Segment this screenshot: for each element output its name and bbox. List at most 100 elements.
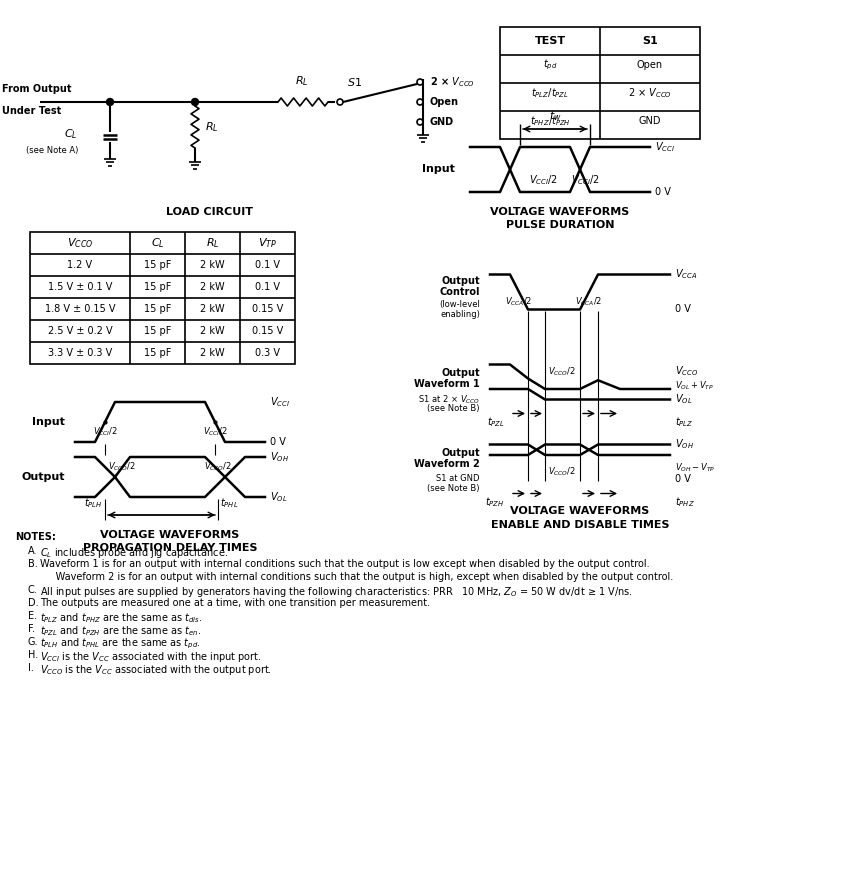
Text: 15 pF: 15 pF	[144, 304, 171, 314]
Text: $t_{pd}$: $t_{pd}$	[543, 58, 557, 72]
Text: $V_{TP}$: $V_{TP}$	[258, 236, 277, 250]
Text: $t_{PZL}$ and $t_{PZH}$ are the same as $t_{en}$.: $t_{PZL}$ and $t_{PZH}$ are the same as …	[40, 624, 201, 637]
Text: $V_{CCO}/2$: $V_{CCO}/2$	[108, 460, 136, 473]
Text: $V_{CCO}$ is the $V_{CC}$ associated with the output port.: $V_{CCO}$ is the $V_{CC}$ associated wit…	[40, 663, 272, 677]
Text: 15 pF: 15 pF	[144, 260, 171, 270]
Text: $V_{OH}$: $V_{OH}$	[675, 438, 694, 452]
Text: D.: D.	[28, 598, 39, 608]
Text: $C_L$ includes probe and jig capacitance.: $C_L$ includes probe and jig capacitance…	[40, 546, 228, 560]
Text: Control: Control	[439, 287, 480, 297]
Text: $R_L$: $R_L$	[205, 236, 219, 250]
Text: A.: A.	[28, 546, 38, 556]
Text: $V_{OH}$: $V_{OH}$	[270, 450, 289, 464]
Text: $V_{OL}$: $V_{OL}$	[675, 392, 693, 406]
Text: Open: Open	[637, 60, 663, 70]
Text: $V_{CCI}/2$: $V_{CCI}/2$	[203, 425, 228, 438]
Text: I.: I.	[28, 663, 34, 673]
Text: 2 kW: 2 kW	[200, 260, 225, 270]
Text: $t_{PLZ}$ and $t_{PHZ}$ are the same as $t_{dis}$.: $t_{PLZ}$ and $t_{PHZ}$ are the same as …	[40, 611, 202, 625]
Text: Output: Output	[442, 448, 480, 458]
Text: PROPAGATION DELAY TIMES: PROPAGATION DELAY TIMES	[83, 543, 258, 553]
Text: $V_{CCO}/2$: $V_{CCO}/2$	[548, 365, 576, 378]
Text: 15 pF: 15 pF	[144, 282, 171, 292]
Text: All input pulses are supplied by generators having the following characteristics: All input pulses are supplied by generat…	[40, 585, 633, 599]
Text: VOLTAGE WAVEFORMS: VOLTAGE WAVEFORMS	[510, 507, 650, 516]
Text: $V_{CCI}$: $V_{CCI}$	[270, 395, 290, 409]
Text: 2 kW: 2 kW	[200, 282, 225, 292]
Text: $V_{OL}+V_{TP}$: $V_{OL}+V_{TP}$	[675, 379, 714, 392]
Text: $C_L$: $C_L$	[151, 236, 164, 250]
Text: Input: Input	[33, 417, 65, 427]
Text: $t_w$: $t_w$	[549, 109, 562, 123]
Text: 15 pF: 15 pF	[144, 348, 171, 358]
Text: $V_{CCO}/2$: $V_{CCO}/2$	[204, 460, 232, 473]
Text: $V_{CCO}/2$: $V_{CCO}/2$	[548, 466, 576, 479]
Text: $t_{PLH}$ and $t_{PHL}$ are the same as $t_{pd}$.: $t_{PLH}$ and $t_{PHL}$ are the same as …	[40, 637, 201, 651]
Text: $t_{PZH}$: $t_{PZH}$	[485, 495, 505, 509]
Text: $S1$: $S1$	[348, 76, 362, 88]
Text: Output: Output	[21, 472, 65, 482]
Text: 0.15 V: 0.15 V	[252, 304, 283, 314]
Text: Under Test: Under Test	[2, 106, 62, 116]
Text: $R_L$: $R_L$	[295, 74, 309, 88]
Text: Output: Output	[442, 276, 480, 286]
Text: 2 kW: 2 kW	[200, 348, 225, 358]
Text: 0.3 V: 0.3 V	[255, 348, 280, 358]
Text: $R_L$: $R_L$	[205, 120, 218, 134]
Text: PULSE DURATION: PULSE DURATION	[506, 220, 615, 230]
Text: Waveform 2: Waveform 2	[414, 459, 480, 469]
Text: $t_{PHZ}$: $t_{PHZ}$	[675, 495, 695, 509]
Text: 1.2 V: 1.2 V	[68, 260, 92, 270]
Text: $V_{OH}-V_{TP}$: $V_{OH}-V_{TP}$	[675, 461, 715, 473]
Text: GND: GND	[430, 117, 455, 127]
Text: $V_{CCI}/2$: $V_{CCI}/2$	[529, 174, 557, 187]
Text: $C_L$: $C_L$	[64, 127, 78, 141]
Text: Open: Open	[430, 97, 459, 107]
Text: 15 pF: 15 pF	[144, 326, 171, 336]
Text: G.: G.	[28, 637, 39, 647]
Text: $V_{CCI}$ is the $V_{CC}$ associated with the input port.: $V_{CCI}$ is the $V_{CC}$ associated wit…	[40, 650, 261, 664]
Text: 0 V: 0 V	[675, 304, 691, 315]
Text: enabling): enabling)	[440, 310, 480, 319]
Text: Waveform 1 is for an output with internal conditions such that the output is low: Waveform 1 is for an output with interna…	[40, 559, 650, 569]
Text: S1 at 2 × $V_{CCO}$: S1 at 2 × $V_{CCO}$	[418, 394, 480, 406]
Text: 0.15 V: 0.15 V	[252, 326, 283, 336]
Text: Waveform 2 is for an output with internal conditions such that the output is hig: Waveform 2 is for an output with interna…	[40, 572, 674, 582]
Text: $t_{PZL}$: $t_{PZL}$	[487, 415, 505, 429]
Text: $V_{CCO}$: $V_{CCO}$	[675, 364, 698, 378]
Text: $V_{CCI}$: $V_{CCI}$	[655, 140, 675, 153]
Text: Output: Output	[442, 368, 480, 378]
Text: 0.1 V: 0.1 V	[255, 282, 280, 292]
Text: $t_{PLH}$: $t_{PLH}$	[85, 496, 103, 510]
Text: 1.8 V ± 0.15 V: 1.8 V ± 0.15 V	[45, 304, 116, 314]
Text: E.: E.	[28, 611, 37, 621]
Text: 2.5 V ± 0.2 V: 2.5 V ± 0.2 V	[48, 326, 112, 336]
Text: 0.1 V: 0.1 V	[255, 260, 280, 270]
Text: VOLTAGE WAVEFORMS: VOLTAGE WAVEFORMS	[490, 207, 630, 217]
Text: H.: H.	[28, 650, 39, 660]
Text: $t_{PLZ}$: $t_{PLZ}$	[675, 415, 693, 429]
Text: From Output: From Output	[2, 84, 72, 94]
Text: The outputs are measured one at a time, with one transition per measurement.: The outputs are measured one at a time, …	[40, 598, 430, 608]
Text: $V_{OL}$: $V_{OL}$	[270, 490, 288, 504]
Text: 3.3 V ± 0.3 V: 3.3 V ± 0.3 V	[48, 348, 112, 358]
Text: ENABLE AND DISABLE TIMES: ENABLE AND DISABLE TIMES	[490, 520, 669, 529]
Text: 1.5 V ± 0.1 V: 1.5 V ± 0.1 V	[48, 282, 112, 292]
Text: (low-level: (low-level	[439, 300, 480, 309]
Text: (see Note B): (see Note B)	[427, 484, 480, 493]
Text: F.: F.	[28, 624, 35, 634]
Text: GND: GND	[639, 116, 661, 126]
Text: (see Note A): (see Note A)	[26, 146, 78, 155]
Text: $V_{CCO}$: $V_{CCO}$	[67, 236, 93, 250]
Text: Input: Input	[422, 165, 455, 174]
Text: S1: S1	[642, 36, 658, 46]
Text: 0 V: 0 V	[675, 474, 691, 485]
Text: 0 V: 0 V	[655, 187, 671, 197]
Text: $t_{PLZ}/t_{PZL}$: $t_{PLZ}/t_{PZL}$	[531, 86, 569, 99]
Text: 2 × $V_{CCO}$: 2 × $V_{CCO}$	[628, 86, 672, 99]
Text: $V_{CCA}/2$: $V_{CCA}/2$	[575, 296, 603, 309]
Circle shape	[192, 99, 199, 106]
Text: 2 kW: 2 kW	[200, 326, 225, 336]
Text: $t_{PHL}$: $t_{PHL}$	[220, 496, 239, 510]
Text: 2 kW: 2 kW	[200, 304, 225, 314]
